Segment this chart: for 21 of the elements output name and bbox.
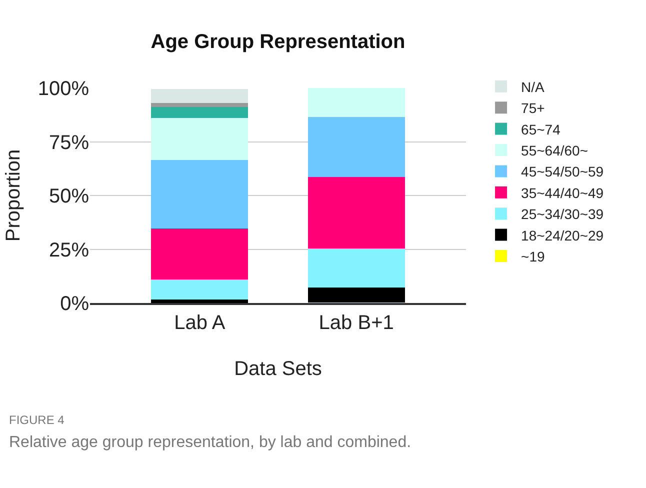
- legend-label: 75+: [521, 100, 545, 116]
- legend-label: N/A: [521, 78, 546, 95]
- legend-label: 18~24/20~29: [521, 227, 604, 244]
- legend-label: 45~54/50~59: [521, 164, 604, 180]
- y-tick-label: 0%: [60, 293, 90, 315]
- y-tick-label: 100%: [38, 78, 90, 100]
- caption: FIGURE 4: [9, 413, 65, 427]
- legend-label: 25~34/30~39: [521, 206, 604, 222]
- y-axis-title: Proportion: [2, 149, 24, 242]
- legend-label: ~19: [521, 248, 545, 264]
- y-tick-label: 50%: [48, 186, 90, 208]
- text: Relative age group representation, by lab and combined.: [9, 434, 412, 451]
- legend-label: 55~64/60~: [521, 142, 588, 158]
- x-tick-label: Lab B+1: [318, 312, 394, 334]
- legend-label: 65~74: [521, 121, 561, 138]
- legend-label: 35~44/40~49: [521, 184, 604, 201]
- x-axis-title: Data Sets: [234, 358, 322, 380]
- x-tick-label: Lab A: [174, 312, 226, 334]
- chart-title: Age Group Representation: [150, 31, 406, 54]
- y-tick-label: 25%: [48, 239, 90, 262]
- y-tick-label: 75%: [48, 132, 90, 154]
